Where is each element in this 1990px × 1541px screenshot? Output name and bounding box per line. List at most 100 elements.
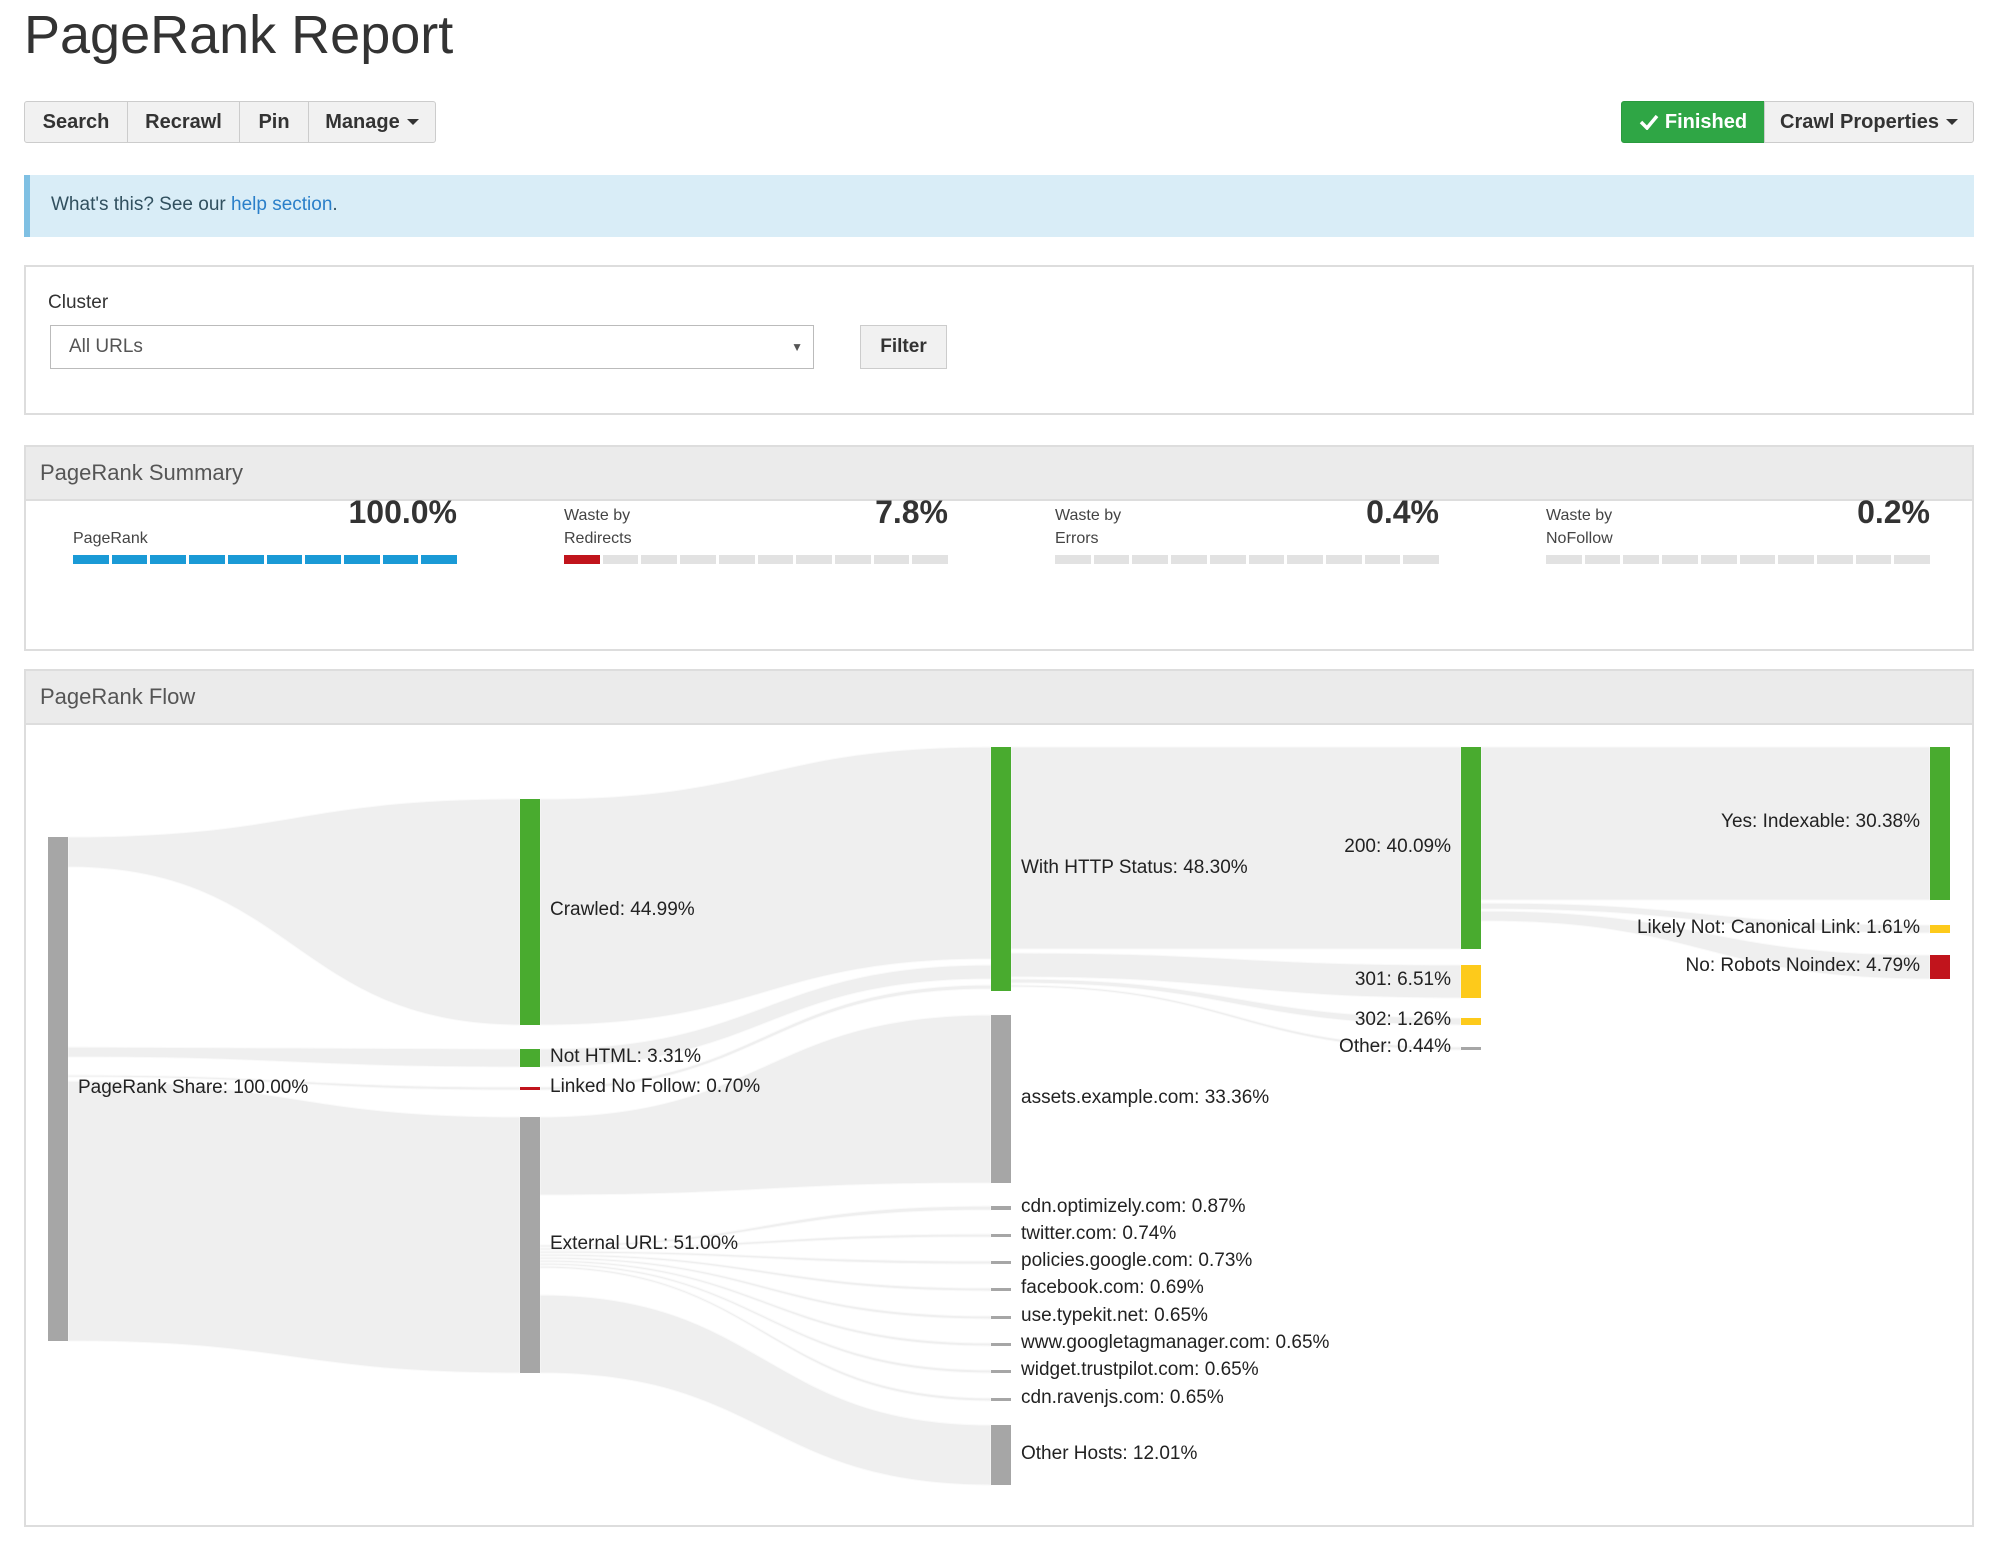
sankey-node-label: assets.example.com: 33.36% — [1021, 1087, 1270, 1108]
metric-progress-bar — [564, 555, 949, 564]
progress-segment — [1739, 555, 1776, 564]
sankey-node-label: www.googletagmanager.com: 0.65% — [1021, 1332, 1330, 1353]
sankey-node-indexable[interactable] — [1930, 747, 1950, 900]
sankey-node-policies[interactable] — [991, 1261, 1011, 1264]
progress-segment — [564, 555, 600, 564]
sankey-node-gtm[interactable] — [991, 1343, 1011, 1346]
progress-segment — [1287, 555, 1323, 564]
crawl-properties-dropdown-button[interactable]: Crawl Properties — [1764, 101, 1974, 143]
metric-value: 0.2% — [1857, 494, 1930, 530]
sankey-node-nothtml[interactable] — [520, 1049, 540, 1067]
metric-progress-bar — [1055, 555, 1440, 564]
finished-status-button[interactable]: Finished — [1621, 101, 1765, 143]
sankey-node-label: Yes: Indexable: 30.38% — [1721, 811, 1920, 832]
manage-dropdown-button[interactable]: Manage — [308, 101, 436, 143]
sankey-diagram — [48, 746, 1950, 1486]
sankey-node-twitter[interactable] — [991, 1234, 1011, 1237]
caret-down-icon — [406, 119, 419, 125]
sankey-node-assets[interactable] — [991, 1015, 1011, 1183]
search-label: Search — [42, 110, 110, 133]
sankey-node-s301[interactable] — [1461, 965, 1481, 998]
sankey-node-label: Other Hosts: 12.01% — [1021, 1443, 1198, 1464]
progress-segment — [1778, 555, 1814, 564]
progress-segment — [189, 555, 225, 564]
filter-button-label: Filter — [880, 336, 927, 357]
sankey-node-facebook[interactable] — [991, 1288, 1011, 1291]
pagerank-flow-panel: PageRank Flow PageRank Share: 100.00% Cra… — [24, 669, 1974, 1527]
progress-segment — [757, 555, 794, 564]
metric-value: 100.0% — [348, 494, 457, 530]
sankey-node-noindex[interactable] — [1930, 955, 1950, 979]
dropdown-arrow-icon: ▼ — [791, 340, 803, 354]
progress-segment — [1546, 555, 1582, 564]
sankey-node-s302[interactable] — [1461, 1018, 1481, 1025]
sankey-node-external[interactable] — [520, 1117, 540, 1373]
help-section-link[interactable]: help section — [231, 194, 333, 215]
sankey-node-typekit[interactable] — [991, 1316, 1011, 1319]
progress-segment — [718, 555, 755, 564]
metric-label: PageRank — [73, 530, 148, 547]
sankey-node-crawled[interactable] — [520, 799, 540, 1025]
progress-segment — [382, 555, 419, 564]
sankey-node-label: 302: 1.26% — [1354, 1009, 1451, 1030]
pin-button[interactable]: Pin — [239, 101, 309, 143]
progress-segment — [1209, 555, 1246, 564]
info-suffix: . — [332, 194, 338, 215]
sankey-node-canonical[interactable] — [1930, 925, 1950, 933]
cluster-label: Cluster — [48, 292, 109, 313]
progress-segment — [150, 555, 187, 564]
sankey-node-label: Crawled: 44.99% — [550, 899, 695, 920]
sankey-node-label: widget.trustpilot.com: 0.65% — [1021, 1359, 1259, 1380]
metric-progress-bar — [73, 555, 458, 564]
sankey-node-label: 200: 40.09% — [1344, 836, 1451, 857]
sankey-node-s200[interactable] — [1461, 747, 1481, 949]
progress-segment — [680, 555, 716, 564]
progress-segment — [1403, 555, 1440, 564]
progress-segment — [796, 555, 832, 564]
sankey-node-label: cdn.optimizely.com: 0.87% — [1021, 1196, 1246, 1217]
summary-metric: Waste by NoFollow 0.2% — [1546, 494, 1931, 564]
sankey-node-label: 301: 6.51% — [1354, 969, 1451, 990]
sankey-node-label: use.typekit.net: 0.65% — [1021, 1305, 1208, 1326]
filter-button[interactable]: Filter — [860, 325, 947, 369]
sankey-node-ravenjs[interactable] — [991, 1398, 1011, 1401]
flow-heading: PageRank Flow — [26, 671, 1972, 725]
finished-label: Finished — [1664, 110, 1748, 133]
sankey-node-label: twitter.com: 0.74% — [1021, 1223, 1177, 1244]
cluster-select[interactable]: All URLs ▼ — [50, 325, 814, 369]
progress-segment — [421, 555, 458, 564]
page-title: PageRank Report — [24, 5, 454, 65]
sankey-node-label: facebook.com: 0.69% — [1021, 1277, 1204, 1298]
check-icon — [1639, 114, 1659, 130]
search-button[interactable]: Search — [24, 101, 128, 143]
progress-segment — [1364, 555, 1401, 564]
sankey-node-label: cdn.ravenjs.com: 0.65% — [1021, 1387, 1224, 1408]
info-text: What's this? See our — [51, 194, 231, 215]
sankey-node-nofollow[interactable] — [520, 1087, 540, 1090]
progress-segment — [1325, 555, 1362, 564]
sankey-node-label: PageRank Share: 100.00% — [78, 1077, 309, 1098]
progress-segment — [1662, 555, 1698, 564]
sankey-node-trustpilot[interactable] — [991, 1370, 1011, 1373]
progress-segment — [1055, 555, 1091, 564]
filter-panel: Cluster All URLs ▼ Filter — [24, 265, 1974, 415]
sankey-node-label: With HTTP Status: 48.30% — [1021, 857, 1248, 878]
progress-segment — [266, 555, 303, 564]
progress-segment — [834, 555, 871, 564]
recrawl-button[interactable]: Recrawl — [127, 101, 240, 143]
sankey-node-http[interactable] — [991, 747, 1011, 991]
metric-label: Waste by Redirects — [564, 507, 632, 547]
sankey-node-otherhosts[interactable] — [991, 1425, 1011, 1485]
sankey-links — [67, 746, 1931, 1486]
sankey-node-label: External URL: 51.00% — [550, 1233, 738, 1254]
sankey-link — [539, 1014, 992, 1196]
summary-metric: Waste by Errors 0.4% — [1055, 494, 1440, 564]
progress-segment — [1816, 555, 1853, 564]
sankey-link — [539, 1294, 992, 1486]
sankey-node-sother[interactable] — [1461, 1047, 1481, 1050]
sankey-node-label: policies.google.com: 0.73% — [1021, 1250, 1253, 1271]
sankey-node-share[interactable] — [48, 837, 68, 1341]
metric-label: Waste by Errors — [1055, 507, 1122, 547]
sankey-node-optimizely[interactable] — [991, 1206, 1011, 1210]
sankey-link — [539, 746, 992, 1026]
